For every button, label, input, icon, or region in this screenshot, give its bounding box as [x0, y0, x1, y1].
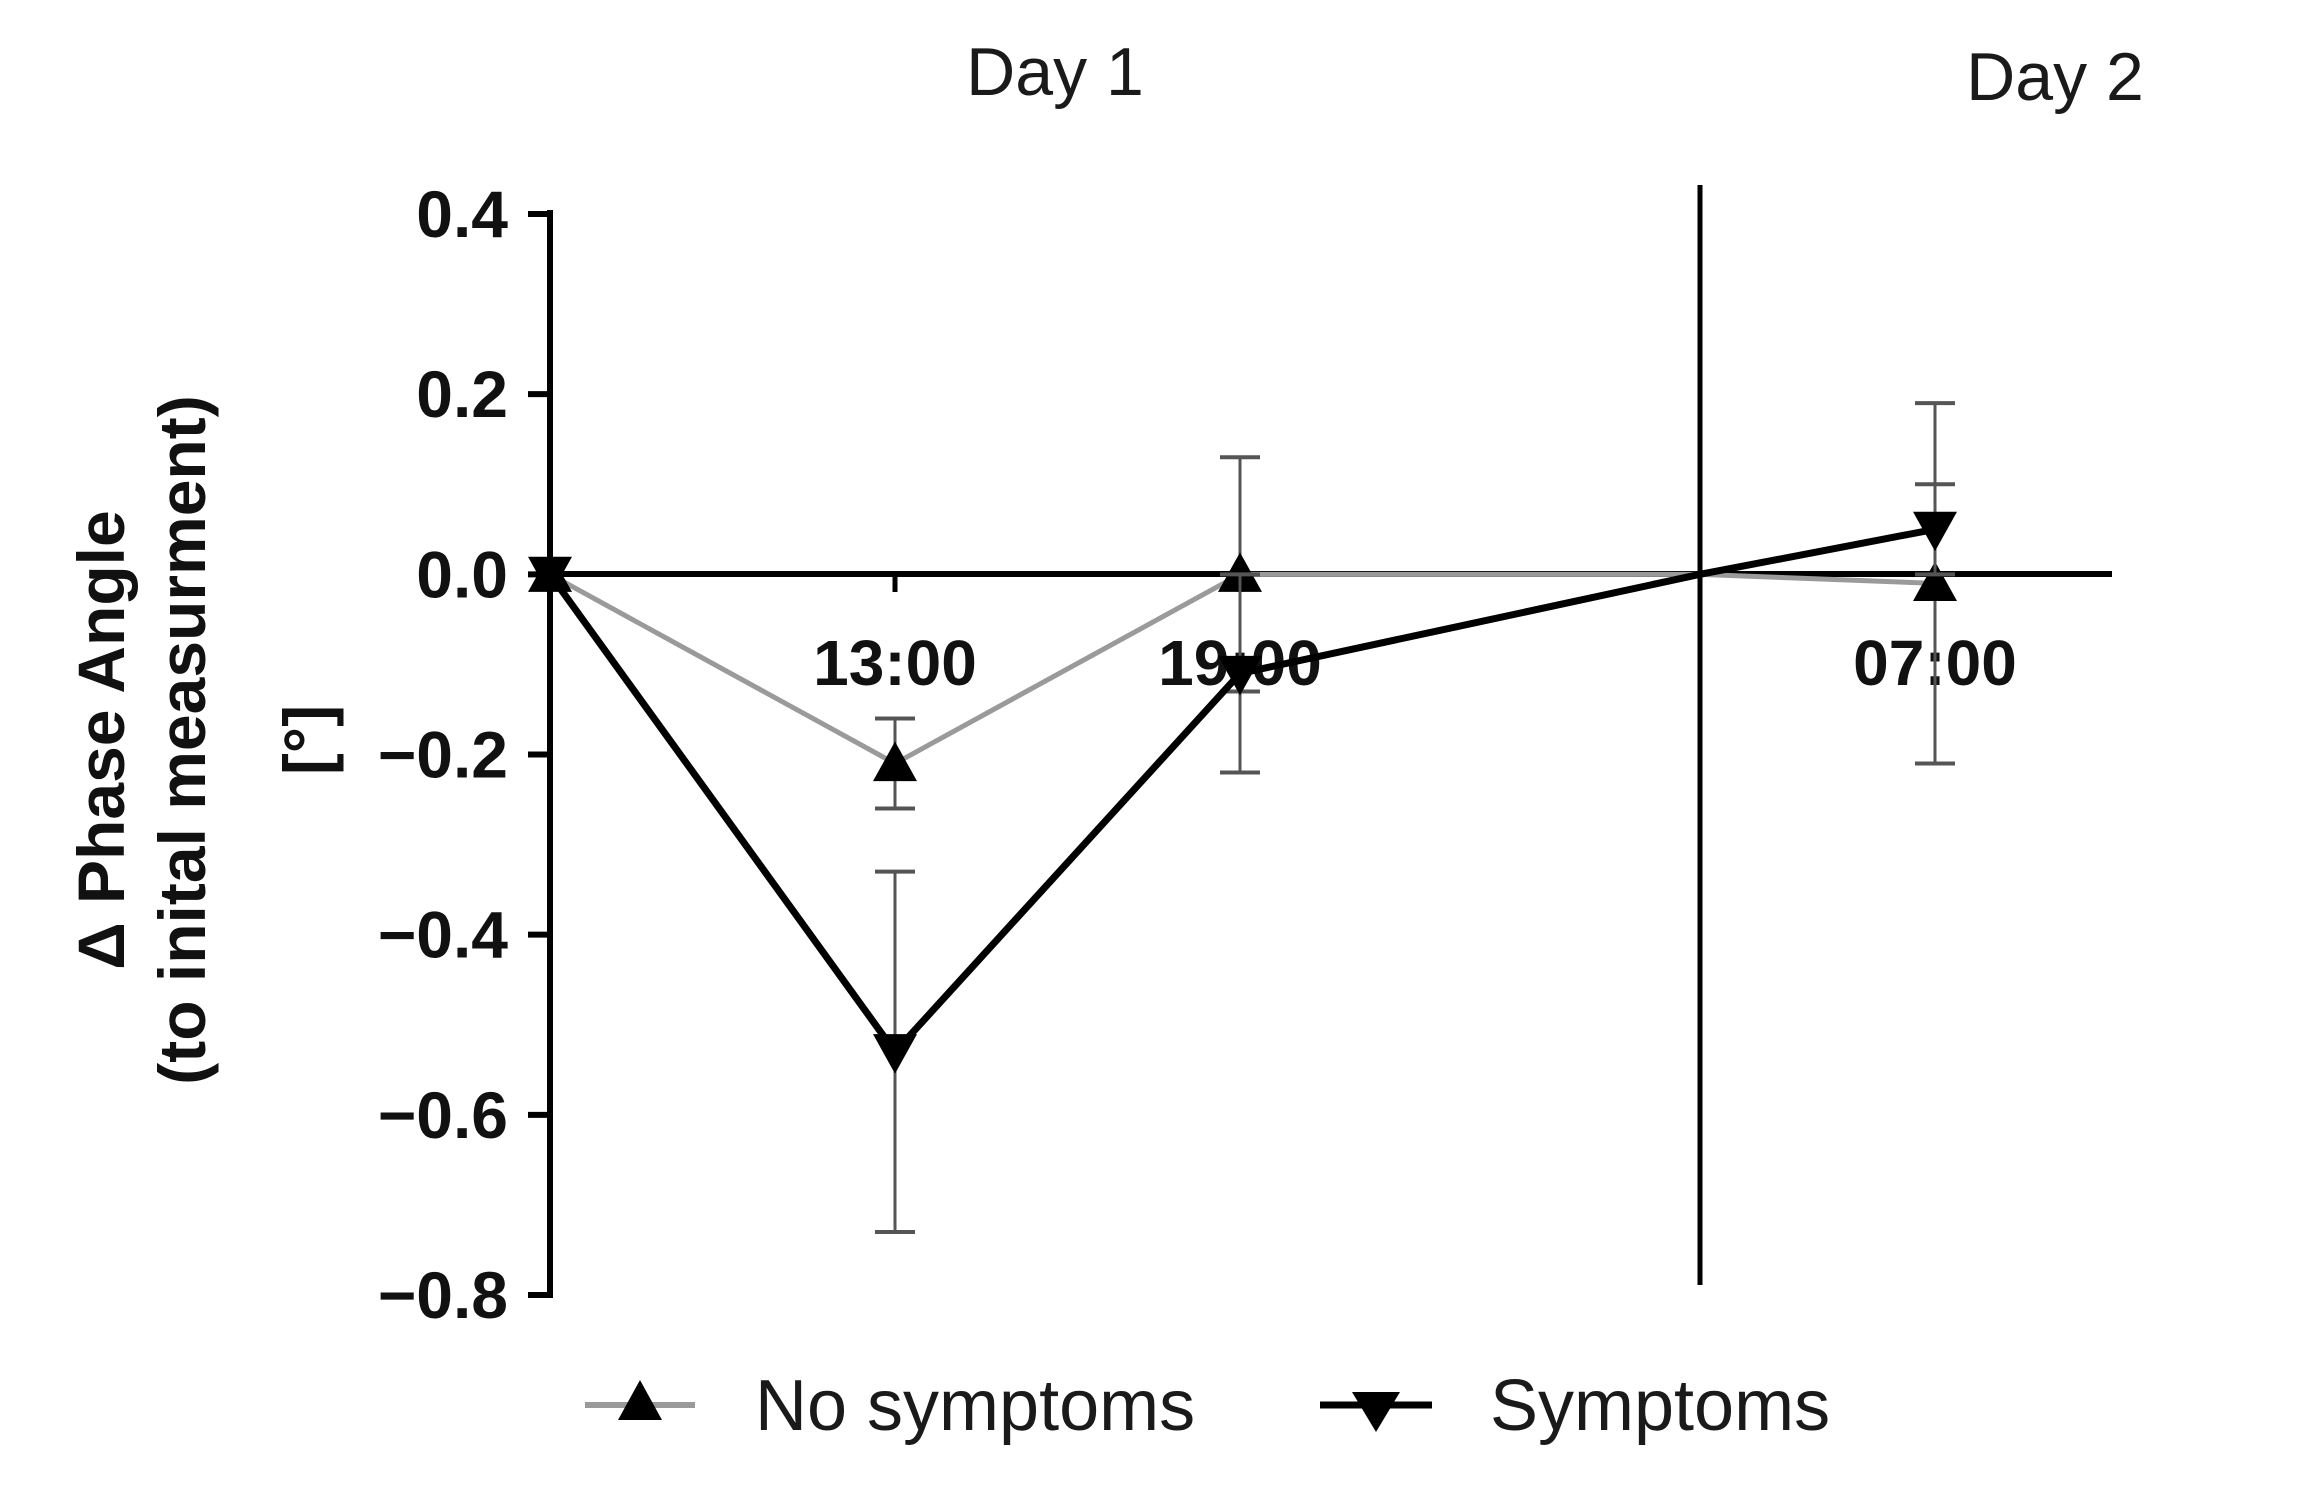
y-axis-label: Δ Phase Angle (to inital measurment) [°] [64, 395, 344, 1084]
y-tick-label: −0.8 [378, 1258, 508, 1332]
y-axis-label-line-1: Δ Phase Angle [64, 510, 138, 969]
y-ticks: 0.4 0.2 0.0 −0.2 −0.4 −0.6 −0.8 [378, 177, 550, 1332]
data-point-marker [1218, 552, 1262, 592]
y-tick-label: −0.2 [378, 718, 508, 792]
data-point-marker [1218, 655, 1262, 696]
y-tick-label: 0.4 [416, 177, 508, 251]
y-tick-label: 0.0 [416, 537, 508, 611]
x-tick-label: 13:00 [813, 627, 977, 699]
day-1-label: Day 1 [966, 34, 1144, 110]
y-axis-label-line-3: [°] [270, 705, 344, 775]
series-line [547, 525, 1936, 1058]
legend-no-symptoms-marker [618, 1380, 662, 1420]
y-tick-label: −0.6 [378, 1078, 508, 1152]
data-point-marker [873, 741, 917, 782]
y-axis-label-line-2: (to inital measurment) [145, 395, 219, 1084]
legend-symptoms-label: Symptoms [1490, 1366, 1830, 1446]
y-tick-label: −0.4 [378, 898, 509, 972]
data-point-marker [1913, 511, 1957, 552]
series-no-symptoms [528, 401, 1957, 811]
y-tick-label: 0.2 [416, 357, 508, 431]
series-symptoms [528, 482, 1957, 1234]
legend-symptoms-marker [1352, 1392, 1400, 1432]
legend-no-symptoms-label: No symptoms [755, 1366, 1195, 1446]
data-point-marker [873, 1034, 917, 1074]
legend: No symptoms Symptoms [585, 1366, 1830, 1446]
data-point-marker [528, 556, 572, 597]
day-2-label: Day 2 [1966, 39, 2144, 115]
series-layer [528, 401, 1957, 1234]
data-point-marker [1913, 561, 1957, 601]
